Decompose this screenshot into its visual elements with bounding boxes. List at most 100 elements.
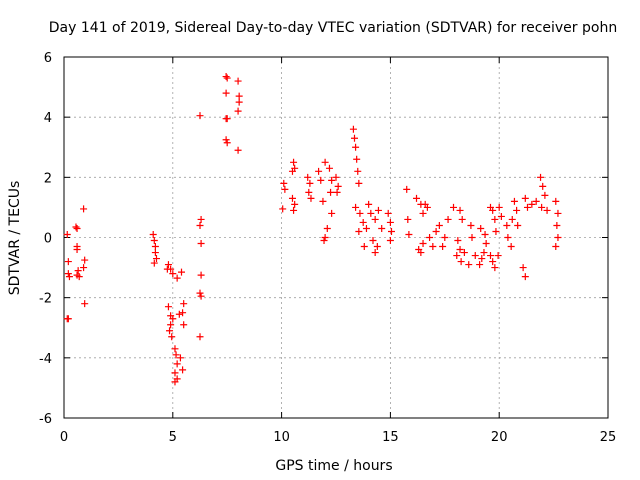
data-point <box>180 321 188 329</box>
data-point <box>386 237 394 245</box>
data-point <box>504 234 512 241</box>
data-point <box>460 249 468 257</box>
data-point <box>514 221 522 229</box>
data-point <box>291 164 299 172</box>
data-point <box>444 215 452 223</box>
data-point <box>371 215 379 223</box>
data-point <box>513 206 521 214</box>
data-point <box>491 215 499 223</box>
data-point <box>429 243 437 251</box>
x-tick-label: 0 <box>60 430 68 445</box>
data-point <box>64 315 72 323</box>
data-point <box>541 191 549 199</box>
data-point <box>450 203 458 211</box>
data-point <box>306 179 314 187</box>
data-point <box>288 194 296 202</box>
data-point <box>494 252 502 260</box>
data-point <box>290 206 298 214</box>
data-point <box>223 115 231 123</box>
data-point <box>539 182 547 190</box>
data-point <box>171 378 179 386</box>
axis-ticks: 0 5 10 15 20 25 -6 -4 -2 0 2 4 6 <box>39 51 616 445</box>
data-point <box>523 203 531 211</box>
data-point <box>163 265 171 273</box>
data-point <box>419 209 427 217</box>
data-point <box>197 292 205 300</box>
data-point <box>362 224 370 232</box>
data-point <box>176 354 184 362</box>
data-point <box>365 200 373 208</box>
data-point <box>405 230 413 238</box>
data-point <box>404 215 412 223</box>
data-point <box>476 261 484 269</box>
data-point <box>537 173 545 181</box>
data-point <box>171 369 179 377</box>
data-point <box>290 158 298 166</box>
data-point <box>307 194 315 202</box>
y-tick-label: -4 <box>39 352 52 367</box>
y-tick-label: 2 <box>44 171 52 186</box>
data-point <box>328 209 336 217</box>
y-tick-label: 6 <box>44 51 52 66</box>
x-tick-label: 25 <box>600 430 617 445</box>
data-point <box>554 209 562 217</box>
data-point <box>334 182 342 190</box>
data-point <box>64 270 72 278</box>
data-point <box>554 234 562 241</box>
data-point <box>369 237 377 245</box>
data-point <box>234 107 242 115</box>
data-point <box>468 234 476 241</box>
data-point <box>172 351 180 359</box>
data-point <box>441 234 449 241</box>
data-point <box>179 366 187 374</box>
data-point <box>417 249 425 257</box>
data-point <box>317 176 325 184</box>
data-point <box>456 246 464 254</box>
data-point <box>519 264 527 272</box>
data-point <box>280 179 288 187</box>
data-point <box>75 273 83 281</box>
data-point <box>235 98 243 106</box>
x-tick-label: 15 <box>382 430 399 445</box>
data-point <box>543 206 551 214</box>
chart-title: Day 141 of 2019, Sidereal Day-to-day VTE… <box>49 20 617 36</box>
y-tick-label: -6 <box>39 412 52 427</box>
data-point <box>497 212 505 220</box>
data-point <box>319 197 327 205</box>
data-point <box>495 203 503 211</box>
data-point <box>81 300 89 308</box>
x-tick-label: 20 <box>491 430 508 445</box>
data-point <box>323 224 331 232</box>
data-point <box>507 243 515 251</box>
data-point <box>196 289 204 297</box>
data-point <box>321 158 329 166</box>
data-point <box>169 270 177 278</box>
data-point <box>426 234 434 241</box>
data-point <box>65 273 73 281</box>
data-point <box>223 74 231 82</box>
data-point <box>355 179 363 187</box>
data-point <box>367 209 375 217</box>
data-point <box>150 237 158 245</box>
data-point <box>471 252 479 260</box>
data-point <box>491 264 499 272</box>
data-point <box>333 188 341 196</box>
x-tick-label: 10 <box>273 430 290 445</box>
data-point <box>552 197 560 205</box>
data-point <box>305 188 313 196</box>
data-point <box>403 185 411 193</box>
data-point <box>151 243 159 251</box>
data-point <box>63 230 71 238</box>
data-point <box>152 255 160 263</box>
data-point <box>352 143 360 151</box>
data-point <box>304 173 312 181</box>
data-point <box>423 203 431 211</box>
data-point <box>197 240 205 248</box>
data-point <box>234 146 242 154</box>
data-point <box>480 249 488 257</box>
data-point <box>356 209 364 217</box>
data-point <box>151 249 159 257</box>
data-point <box>371 249 379 257</box>
data-point <box>353 155 361 163</box>
